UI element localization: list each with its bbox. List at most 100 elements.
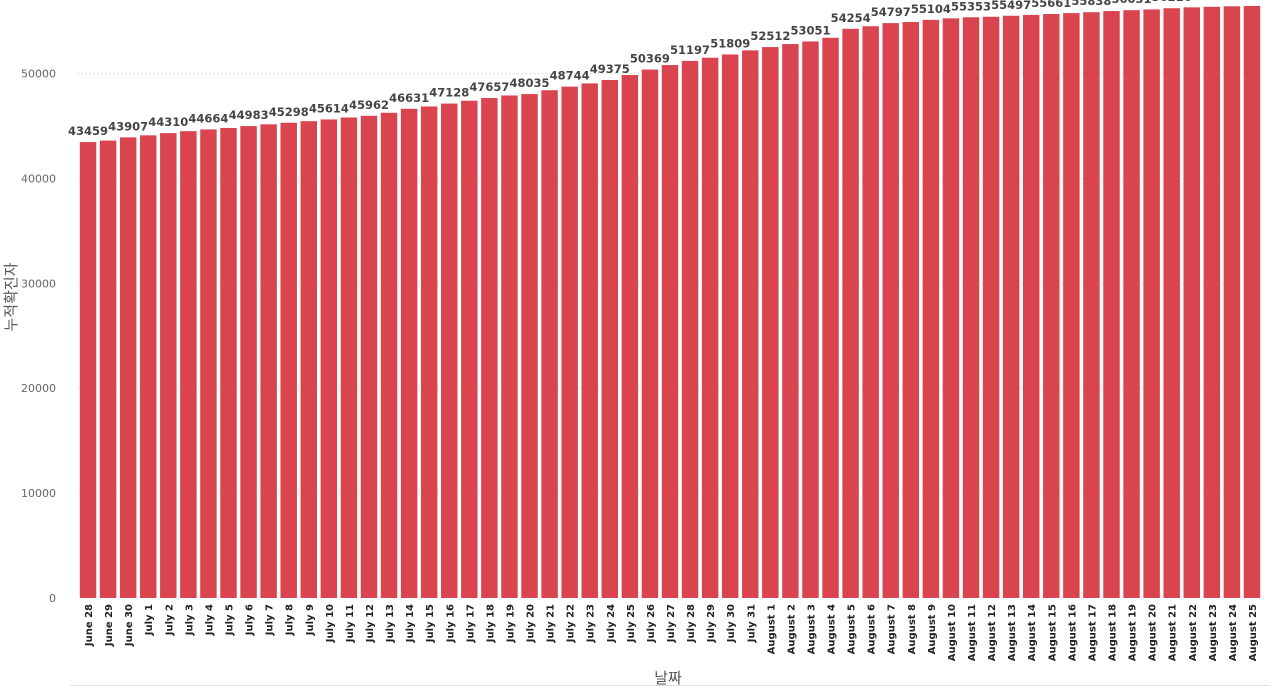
y-tick-label: 10000 xyxy=(21,487,56,500)
x-tick-label: July 24 xyxy=(606,604,617,643)
x-tick-label: July 28 xyxy=(686,604,697,643)
x-tick-label: July 26 xyxy=(646,604,657,643)
bar xyxy=(661,65,679,599)
x-tick-label: July 16 xyxy=(445,604,456,643)
bar xyxy=(420,106,438,598)
bar xyxy=(641,69,659,599)
x-tick-label: August 7 xyxy=(887,604,898,654)
x-tick-label: August 25 xyxy=(1248,604,1259,661)
bottom-divider xyxy=(70,685,1270,686)
y-tick-label: 20000 xyxy=(21,382,56,395)
data-label: 47657 xyxy=(469,80,509,94)
bar xyxy=(260,124,277,599)
bar xyxy=(119,137,137,599)
bar xyxy=(1203,6,1221,598)
data-label: 45962 xyxy=(349,98,389,112)
bar xyxy=(1043,14,1060,599)
bar xyxy=(882,23,899,598)
data-label: 51809 xyxy=(710,36,750,50)
data-label: 56031 xyxy=(1112,0,1152,6)
x-tick-label: July 23 xyxy=(586,604,597,643)
x-tick-label: June 30 xyxy=(124,604,135,647)
data-label: 55838 xyxy=(1071,0,1111,8)
x-tick-label: July 3 xyxy=(184,604,195,636)
bar xyxy=(441,103,458,599)
x-tick-label: August 20 xyxy=(1148,604,1159,661)
bar xyxy=(721,54,739,599)
x-tick-label: July 18 xyxy=(485,604,496,643)
data-label: 55353 xyxy=(951,0,991,13)
x-tick-label: August 17 xyxy=(1087,604,1098,661)
bar xyxy=(99,140,117,598)
x-tick-label: August 22 xyxy=(1188,604,1199,661)
bar xyxy=(701,57,719,598)
bar xyxy=(300,121,318,599)
data-label: 48035 xyxy=(510,76,550,90)
bar xyxy=(461,100,478,598)
data-label: 56435 xyxy=(1232,0,1272,2)
x-tick-label: August 24 xyxy=(1228,604,1239,661)
data-label: 49375 xyxy=(590,62,630,76)
x-tick-label: August 12 xyxy=(987,604,998,661)
bar xyxy=(802,41,819,598)
x-tick-label: August 18 xyxy=(1107,604,1118,661)
x-tick-label: August 14 xyxy=(1027,604,1038,661)
x-tick-label: August 4 xyxy=(827,604,838,654)
x-tick-label: August 11 xyxy=(967,604,978,661)
x-tick-label: July 21 xyxy=(546,604,557,643)
data-label: 55104 xyxy=(911,2,951,16)
bar xyxy=(400,108,418,599)
bar xyxy=(220,127,237,598)
data-label: 43907 xyxy=(108,119,148,133)
bar xyxy=(942,18,960,599)
x-tick-label: July 22 xyxy=(566,604,577,643)
bar xyxy=(561,86,578,599)
data-label: 48744 xyxy=(550,69,590,83)
data-label: 44664 xyxy=(188,111,228,125)
data-label: 47128 xyxy=(429,86,469,100)
bar xyxy=(1103,11,1120,598)
x-tick-label: July 2 xyxy=(164,604,175,636)
x-tick-label: July 31 xyxy=(746,604,757,643)
bar xyxy=(280,122,297,599)
x-tick-label: August 23 xyxy=(1208,604,1219,661)
data-label: 45298 xyxy=(269,105,309,119)
bar xyxy=(1063,13,1080,599)
x-tick-label: July 27 xyxy=(666,604,677,643)
bar xyxy=(581,83,598,598)
x-tick-label: June 29 xyxy=(104,604,115,647)
x-tick-label: July 29 xyxy=(706,604,717,643)
data-label: 51197 xyxy=(670,43,710,57)
x-tick-label: July 1 xyxy=(144,604,155,636)
x-tick-label: August 8 xyxy=(907,604,918,654)
bar xyxy=(822,37,839,598)
bar xyxy=(1243,5,1261,598)
bar xyxy=(140,135,157,598)
bars-layer xyxy=(79,5,1261,599)
bar xyxy=(862,26,879,598)
data-label: 45614 xyxy=(309,101,349,115)
bar xyxy=(962,17,980,598)
y-tick-label: 0 xyxy=(49,592,56,605)
x-tick-label: July 7 xyxy=(265,604,276,636)
bar xyxy=(481,98,498,599)
bar xyxy=(340,117,358,598)
data-label: 44310 xyxy=(148,115,188,129)
x-tick-label: July 8 xyxy=(285,604,296,636)
y-tick-label: 50000 xyxy=(21,67,56,80)
data-label: 50369 xyxy=(630,52,670,66)
bar xyxy=(1002,15,1020,599)
data-label: 55661 xyxy=(1031,0,1071,10)
bar xyxy=(240,126,257,598)
bar xyxy=(1123,10,1140,598)
x-tick-label: July 13 xyxy=(385,604,396,643)
x-tick-label: July 19 xyxy=(505,604,516,643)
x-tick-label: August 9 xyxy=(927,604,938,654)
x-tick-label: August 5 xyxy=(847,604,858,654)
bar xyxy=(601,79,619,599)
bar xyxy=(1223,6,1241,598)
bar xyxy=(380,112,398,598)
data-label: 53051 xyxy=(790,23,830,37)
x-tick-label: July 6 xyxy=(245,604,256,636)
x-tick-label: July 20 xyxy=(526,604,537,643)
